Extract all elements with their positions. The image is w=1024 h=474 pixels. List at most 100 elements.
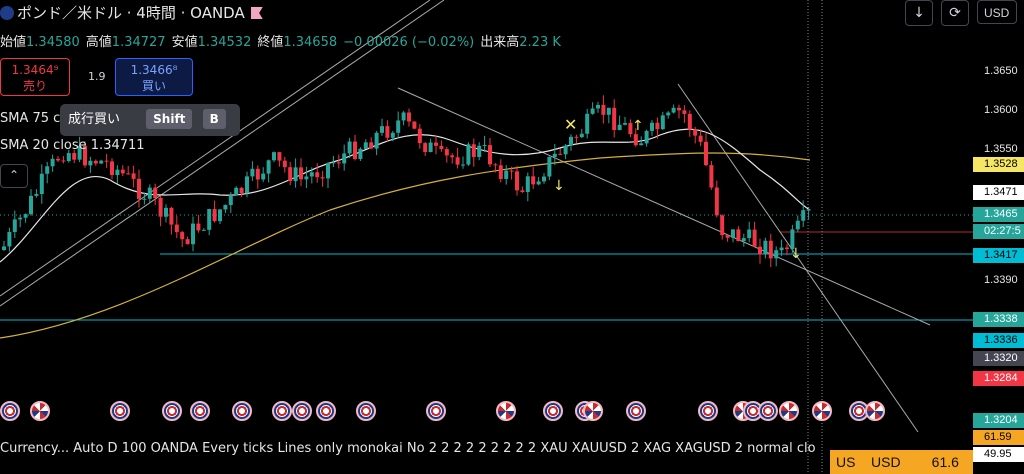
candle-body xyxy=(633,134,638,146)
price-marker-label: 1.3338 xyxy=(973,312,1024,327)
candle-body xyxy=(93,160,98,164)
candle-body xyxy=(239,187,244,194)
tooltip-text: 成行買い xyxy=(68,112,121,127)
ohlc-label: 高値 xyxy=(85,35,112,50)
candle-body xyxy=(590,108,595,114)
us-flag-event-icon[interactable] xyxy=(543,401,563,421)
candle-body xyxy=(515,171,519,191)
candle-body xyxy=(471,144,476,157)
down-arrow-button[interactable]: ↓ xyxy=(905,0,933,26)
candle-body xyxy=(509,170,514,172)
sell-price: 1.3464⁹ xyxy=(11,63,59,77)
ohlc-value: 1.34658 xyxy=(283,35,338,50)
refresh-button[interactable]: ⟳ xyxy=(941,0,969,26)
shift-key: Shift xyxy=(146,109,193,129)
candle-body xyxy=(83,146,87,166)
us-flag-event-icon[interactable] xyxy=(426,401,446,421)
candle-body xyxy=(23,214,28,218)
candle-body xyxy=(612,107,617,131)
us-flag-event-icon[interactable] xyxy=(356,401,376,421)
candle-body xyxy=(61,160,66,162)
buy-label: 買い xyxy=(141,79,166,93)
candle-body xyxy=(407,112,411,122)
candle-body xyxy=(536,181,541,185)
candle-body xyxy=(412,121,417,129)
us-flag-event-icon[interactable] xyxy=(162,401,182,421)
flag-tag-icon[interactable] xyxy=(250,7,263,19)
price-marker-label: 1.3417 xyxy=(973,248,1024,263)
candle-body xyxy=(207,209,212,230)
candle-body xyxy=(309,172,314,177)
ohlc-label: 始値 xyxy=(0,35,27,50)
candle-body xyxy=(466,144,471,165)
uk-flag-event-icon[interactable] xyxy=(583,401,603,421)
uk-flag-event-icon[interactable] xyxy=(496,401,516,421)
candle-body xyxy=(282,160,287,168)
candle-body xyxy=(336,162,341,164)
candle-body xyxy=(504,170,509,179)
uk-flag-event-icon[interactable] xyxy=(30,401,50,421)
currency-button[interactable]: USD xyxy=(977,0,1017,24)
b-key: B xyxy=(202,109,226,129)
candle-body xyxy=(725,235,730,238)
sma75-legend[interactable]: SMA 75 c xyxy=(0,111,61,126)
us-flag-event-icon[interactable] xyxy=(0,401,20,421)
candle-body xyxy=(709,165,714,188)
candle-body xyxy=(169,207,174,225)
candle-body xyxy=(218,209,222,222)
trend-line xyxy=(397,87,931,326)
candle-body xyxy=(785,247,789,249)
candle-body xyxy=(326,163,330,179)
trend-line xyxy=(677,83,919,433)
candle-body xyxy=(72,153,77,160)
us-flag-event-icon[interactable] xyxy=(190,401,210,421)
market-buy-tooltip: 成行買い Shift B xyxy=(60,104,240,136)
candle-body xyxy=(180,232,185,240)
candle-body xyxy=(660,115,665,130)
us-flag-event-icon[interactable] xyxy=(316,401,336,421)
us-flag-event-icon[interactable] xyxy=(758,401,778,421)
ohlc-value: 1.34580 xyxy=(26,35,80,50)
candle-body xyxy=(644,130,649,144)
ohlc-label: 出来高 xyxy=(480,35,520,50)
us-flag-event-icon[interactable] xyxy=(232,401,252,421)
candle-body xyxy=(401,112,406,121)
uk-flag-event-icon[interactable] xyxy=(812,401,832,421)
spread-value: 1.9 xyxy=(88,70,106,83)
us-flag-event-icon[interactable] xyxy=(698,401,718,421)
price-marker-label: 1.3204 xyxy=(973,413,1024,428)
uk-flag-event-icon[interactable] xyxy=(779,401,799,421)
collapse-legend-button[interactable]: ⌃ xyxy=(0,164,28,188)
us-flag-event-icon[interactable] xyxy=(626,401,646,421)
candle-body xyxy=(266,160,271,174)
candle-body xyxy=(428,142,433,153)
uk-flag-event-icon[interactable] xyxy=(865,401,885,421)
ohlc-value: 1.34532 xyxy=(197,35,252,50)
candle-body xyxy=(104,160,109,162)
candle-body xyxy=(245,176,249,194)
candle-body xyxy=(477,145,482,157)
us-flag-event-icon[interactable] xyxy=(110,401,130,421)
us-flag-event-icon[interactable] xyxy=(272,401,292,421)
us-flag-event-icon[interactable] xyxy=(292,401,312,421)
candle-body xyxy=(164,207,168,217)
signal-up-arrow-icon: ↑ xyxy=(632,118,644,134)
buy-price: 1.3466⁸ xyxy=(130,63,178,77)
candle-body xyxy=(585,113,590,134)
buy-button[interactable]: 1.3466⁸ 買い xyxy=(115,58,193,96)
signal-down-arrow-icon: ↓ xyxy=(553,178,565,194)
sell-button[interactable]: 1.3464⁹ 売り xyxy=(0,58,70,96)
candle-body xyxy=(174,224,179,233)
candle-body xyxy=(272,152,276,161)
symbol-title[interactable]: ポンド／米ドル · 4時間 · OANDA xyxy=(0,2,263,23)
panel-value-2: 49.95 xyxy=(973,447,1024,462)
sma20-legend[interactable]: SMA 20 close 1.34711 xyxy=(0,138,145,153)
price-tick-label: 1.3650 xyxy=(984,65,1018,77)
candle-body xyxy=(693,129,698,136)
candle-body xyxy=(434,142,438,146)
candle-body xyxy=(369,142,374,149)
candle-body xyxy=(261,173,266,180)
candle-body xyxy=(29,195,33,215)
candle-body xyxy=(731,229,735,238)
